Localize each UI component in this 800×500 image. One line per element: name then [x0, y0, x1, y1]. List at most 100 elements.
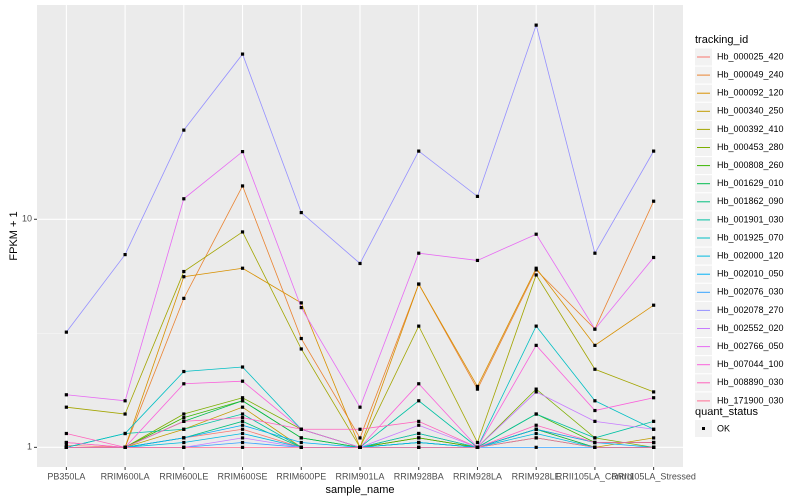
- legend-label: Hb_002766_050: [717, 341, 784, 351]
- data-point: [299, 445, 303, 449]
- data-point: [123, 253, 127, 257]
- data-point: [417, 445, 421, 449]
- data-point: [417, 282, 421, 286]
- data-point: [240, 379, 245, 383]
- x-tick-label: RRIM928BA: [394, 471, 444, 481]
- data-point: [417, 251, 421, 255]
- data-point: [240, 150, 245, 154]
- data-point: [299, 336, 303, 341]
- data-point: [64, 440, 68, 445]
- data-point: [240, 230, 245, 234]
- data-point: [358, 427, 362, 431]
- data-point: [534, 423, 538, 427]
- data-point: [182, 197, 186, 201]
- data-point: [64, 330, 68, 334]
- data-point: [299, 301, 303, 305]
- data-point: [240, 184, 245, 188]
- x-tick-label: RRII105LA_Stressed: [611, 471, 696, 481]
- data-point: [652, 445, 656, 449]
- shape-legend-label: OK: [717, 423, 730, 433]
- data-point: [417, 423, 421, 427]
- data-point: [123, 445, 127, 449]
- data-point: [299, 436, 303, 440]
- data-point: [182, 369, 186, 374]
- data-point: [534, 23, 538, 27]
- x-tick-label: RRIM928LA: [453, 471, 502, 481]
- legend-label: Hb_001901_030: [717, 214, 784, 224]
- data-point: [652, 419, 656, 423]
- legend-label: Hb_000025_420: [717, 51, 784, 61]
- data-point: [652, 303, 656, 307]
- x-tick-label: RRIM600LE: [159, 471, 208, 481]
- data-point: [652, 396, 656, 400]
- data-point: [299, 305, 303, 310]
- data-point: [64, 393, 68, 397]
- data-point: [534, 412, 538, 416]
- data-point: [182, 382, 186, 386]
- x-tick-label: RRII105LA_Control: [556, 471, 634, 481]
- data-point: [593, 445, 597, 449]
- legend-label: Hb_000340_250: [717, 106, 784, 116]
- data-point: [358, 261, 362, 266]
- legend-label: Hb_008890_030: [717, 377, 784, 387]
- data-point: [534, 343, 538, 347]
- x-tick-label: RRIM600SE: [218, 471, 268, 481]
- data-point: [240, 266, 245, 270]
- data-point: [593, 399, 597, 403]
- data-point: [182, 128, 186, 132]
- data-point: [475, 445, 480, 449]
- data-point: [534, 273, 538, 277]
- x-axis-title: sample_name: [325, 484, 394, 496]
- data-point: [240, 405, 245, 409]
- data-point: [475, 258, 480, 263]
- data-point: [593, 408, 597, 413]
- data-point: [182, 275, 186, 279]
- data-point: [64, 443, 68, 447]
- data-point: [64, 445, 68, 449]
- data-point: [652, 199, 656, 203]
- data-point: [240, 399, 245, 403]
- data-point: [475, 384, 480, 389]
- data-point: [299, 347, 303, 351]
- data-point: [240, 431, 245, 436]
- data-point: [299, 440, 303, 445]
- data-point: [240, 419, 245, 423]
- legend-label: Hb_001925_070: [717, 232, 784, 242]
- data-point: [358, 436, 362, 440]
- x-tick-label: RRIM928LE: [512, 471, 561, 481]
- data-point: [240, 416, 245, 420]
- legend-label: Hb_000049_240: [717, 69, 784, 79]
- data-point: [534, 445, 538, 449]
- data-point: [182, 440, 186, 445]
- data-point: [182, 416, 186, 420]
- data-point: [652, 390, 656, 394]
- data-point: [534, 268, 538, 272]
- data-point: [240, 412, 245, 416]
- data-point: [475, 440, 480, 445]
- data-point: [593, 436, 597, 440]
- data-point: [299, 210, 303, 215]
- data-point: [182, 269, 186, 274]
- y-tick-label: 10: [22, 214, 32, 224]
- data-point: [534, 324, 538, 328]
- legend-title: tracking_id: [695, 34, 748, 46]
- data-point: [182, 427, 186, 431]
- data-point: [64, 405, 68, 409]
- legend-label: Hb_000392_410: [717, 124, 784, 134]
- data-point: [534, 427, 538, 431]
- data-point: [534, 232, 538, 236]
- data-point: [182, 445, 186, 449]
- data-point: [534, 436, 538, 440]
- data-point: [123, 412, 127, 416]
- data-point: [240, 427, 245, 431]
- legend-label: Hb_002076_030: [717, 287, 784, 297]
- data-point: [123, 399, 127, 403]
- data-point: [534, 390, 538, 394]
- shape-legend-symbol: [702, 427, 705, 430]
- legend-label: Hb_000092_120: [717, 88, 784, 98]
- legend-label: Hb_001862_090: [717, 196, 784, 206]
- data-point: [358, 405, 362, 409]
- data-point: [123, 431, 127, 436]
- data-point: [417, 419, 421, 423]
